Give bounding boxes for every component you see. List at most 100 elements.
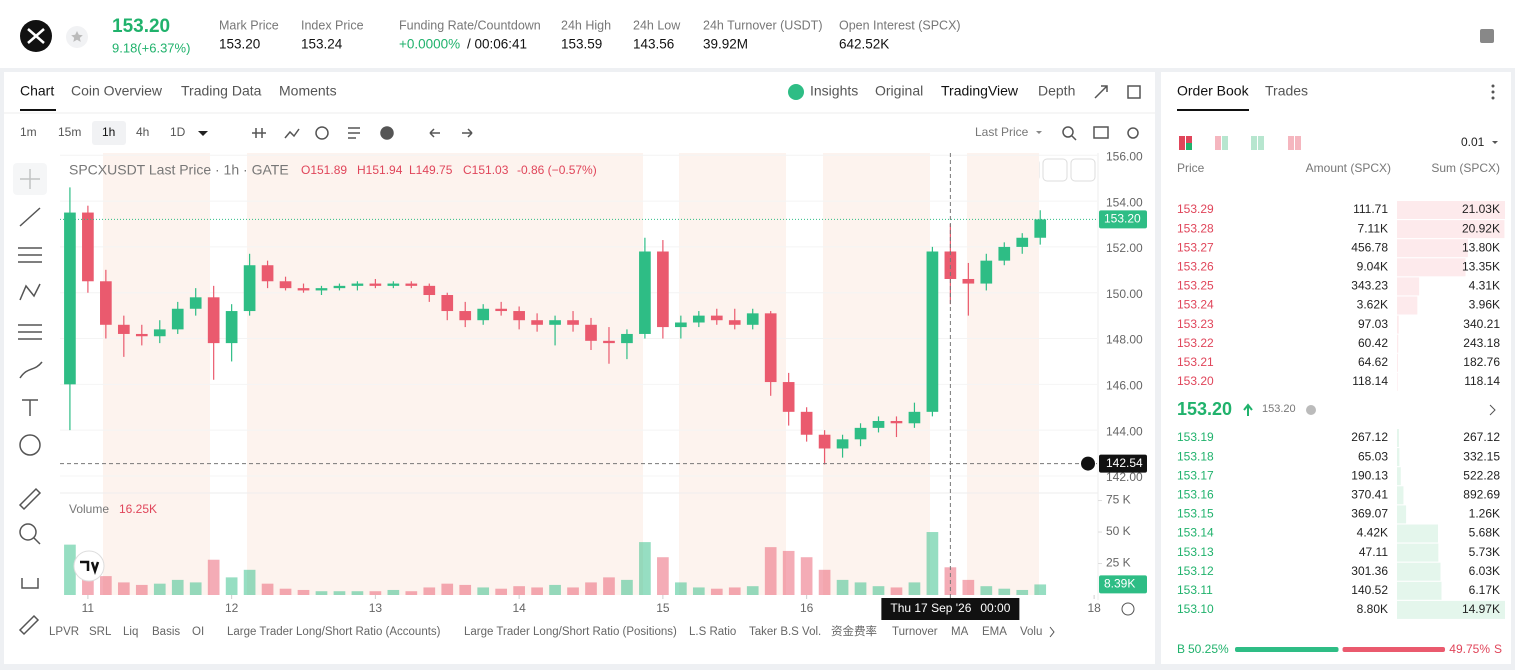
- chart-button[interactable]: [1070, 158, 1096, 182]
- book-price: 153.19: [1177, 430, 1214, 444]
- stat-value: 153.59: [561, 37, 602, 52]
- indicator-tab[interactable]: OI: [192, 626, 204, 638]
- book-sum: 243.18: [1463, 336, 1500, 350]
- book-amount: 267.12: [1351, 430, 1388, 444]
- indicator-tab[interactable]: LPVR: [49, 626, 79, 638]
- indicator-tab[interactable]: Liq: [123, 626, 138, 638]
- view-tab[interactable]: Depth: [1038, 83, 1075, 99]
- candle-body: [962, 278, 975, 284]
- volume-tick-label: 75 K: [1106, 493, 1131, 507]
- candle-body: [782, 382, 795, 412]
- volume-bar: [531, 587, 543, 595]
- chart-tab[interactable]: Trading Data: [181, 83, 262, 99]
- indicator-tab[interactable]: Basis: [152, 626, 180, 638]
- plot-area: [60, 153, 1097, 595]
- indicator-tab[interactable]: Volu: [1020, 626, 1042, 638]
- book-sum: 267.12: [1463, 430, 1500, 444]
- candle-body: [549, 320, 561, 325]
- book-tab[interactable]: Order Book: [1177, 83, 1250, 99]
- stat-label: 24h High: [561, 18, 611, 32]
- indicator-tab[interactable]: SRL: [89, 626, 112, 638]
- chart-tab[interactable]: Chart: [20, 83, 54, 99]
- interval[interactable]: 1D: [170, 125, 186, 139]
- volume-bar: [351, 591, 364, 595]
- volume-bar: [64, 544, 76, 595]
- chart-tab[interactable]: Coin Overview: [71, 83, 163, 99]
- crosshair-date: Thu 17 Sep '26: [890, 601, 971, 615]
- book-tab[interactable]: Trades: [1265, 83, 1308, 99]
- candle-body: [603, 340, 615, 344]
- book-amount: 301.36: [1351, 564, 1388, 578]
- volume-bar: [908, 582, 921, 595]
- candle-body: [513, 311, 525, 321]
- volume-bar: [279, 588, 292, 595]
- volume-bar: [567, 587, 579, 595]
- indicator-tab[interactable]: MA: [951, 626, 969, 638]
- view-tab[interactable]: Insights: [810, 83, 858, 99]
- y-tick-label: 150.00: [1106, 287, 1143, 301]
- dropdown-arrow[interactable]: [198, 131, 208, 136]
- candle-body: [692, 315, 705, 323]
- indicator-tab[interactable]: Turnover: [892, 626, 938, 638]
- book-amount: 47.11: [1359, 545, 1388, 559]
- volume-bar: [333, 591, 346, 595]
- volume-bar: [369, 591, 382, 595]
- interval[interactable]: 1h: [102, 125, 115, 139]
- stat-label: Index Price: [301, 18, 364, 32]
- depth-bar: [1397, 296, 1418, 315]
- indicator-tab[interactable]: Taker B.S Vol.: [749, 626, 821, 638]
- volume-bar: [764, 547, 777, 595]
- book-sum: 5.73K: [1469, 545, 1500, 559]
- indicator-tab[interactable]: Large Trader Long/Short Ratio (Positions…: [464, 626, 677, 638]
- volume-bar: [800, 557, 813, 595]
- depth-bar: [1397, 581, 1442, 600]
- interval[interactable]: 1m: [20, 125, 37, 139]
- x-tick-label: 16: [800, 601, 814, 615]
- candle-body: [675, 322, 687, 328]
- price-source[interactable]: Last Price: [975, 125, 1029, 139]
- book-sum: 13.80K: [1462, 240, 1500, 254]
- chart-tab[interactable]: Moments: [279, 83, 337, 99]
- view-tab[interactable]: TradingView: [941, 83, 1019, 99]
- candle-body: [998, 246, 1011, 261]
- book-amount: 8.80K: [1357, 602, 1388, 616]
- book-sum: 14.97K: [1462, 602, 1500, 616]
- menu-icon[interactable]: [1480, 29, 1494, 43]
- volume-bar: [117, 582, 130, 595]
- order-book-panel: [1161, 72, 1511, 664]
- volume-bar: [603, 577, 615, 595]
- book-price: 153.18: [1177, 449, 1214, 463]
- sell-ratio: 49.75%: [1449, 642, 1490, 656]
- settings-icon[interactable]: [1121, 602, 1135, 616]
- interval[interactable]: 15m: [58, 125, 81, 139]
- candle-body: [890, 420, 903, 424]
- indicator-tab[interactable]: 资金费率: [831, 624, 877, 638]
- volume-bar: [836, 579, 849, 595]
- book-amount: 111.71: [1353, 202, 1388, 216]
- header-bar: [0, 0, 1515, 68]
- book-amount: 65.03: [1358, 449, 1388, 463]
- depth-bar: [1397, 600, 1505, 619]
- volume-bar: [675, 582, 687, 595]
- chart-button[interactable]: [1042, 158, 1068, 182]
- mid-price: 153.20: [1177, 399, 1232, 419]
- candle-body: [351, 283, 364, 286]
- last-price-label: 153.20: [1104, 212, 1141, 226]
- indicator-tab[interactable]: EMA: [982, 626, 1007, 638]
- volume-tick-label: 50 K: [1106, 524, 1131, 538]
- book-sum: 892.69: [1463, 487, 1500, 501]
- book-price: 153.27: [1177, 240, 1214, 254]
- view-tab[interactable]: Original: [875, 83, 923, 99]
- indicator-tab[interactable]: L.S Ratio: [689, 626, 736, 638]
- column-header: Sum (SPCX): [1431, 161, 1500, 175]
- depth-bar: [1397, 258, 1466, 277]
- book-amount: 64.62: [1358, 355, 1388, 369]
- scroll-arrow[interactable]: [1049, 626, 1055, 638]
- depth-bar: [1397, 372, 1398, 391]
- interval[interactable]: 4h: [136, 125, 149, 139]
- session-band: [967, 153, 1039, 595]
- session-band: [103, 153, 210, 595]
- candle-body: [495, 308, 508, 312]
- indicator-tab[interactable]: Large Trader Long/Short Ratio (Accounts): [227, 626, 441, 638]
- book-sum: 20.92K: [1462, 221, 1500, 235]
